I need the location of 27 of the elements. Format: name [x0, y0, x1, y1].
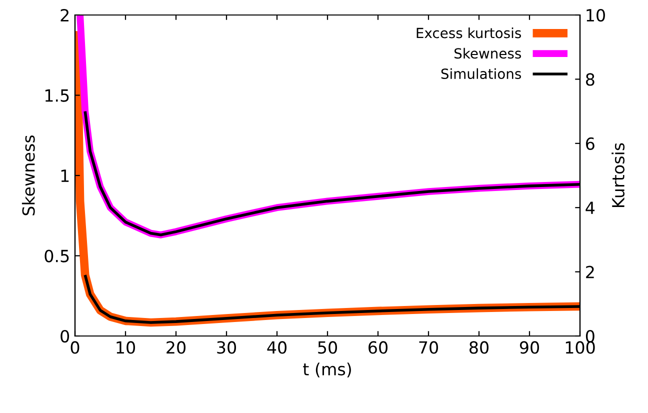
y2-tick-label: 2	[586, 266, 594, 278]
y-tick-label: 1.5	[45, 89, 69, 102]
x-tick-label: 20	[166, 341, 186, 354]
x-tick-label: 0	[70, 341, 80, 354]
legend-label: Skewness	[454, 48, 521, 59]
y-axis-title: Skewness	[22, 135, 35, 216]
x-tick-label: 40	[267, 341, 286, 354]
x-tick-label: 10	[116, 341, 135, 354]
x-tick-label: 50	[318, 341, 337, 354]
y-tick-label: 0	[60, 330, 70, 343]
y2-tick-label: 10	[586, 8, 605, 22]
y2-tick-label: 4	[586, 202, 595, 214]
y2-tick-label: 8	[586, 73, 594, 86]
x-tick-label: 70	[419, 341, 438, 354]
x-tick-label: 60	[368, 341, 388, 354]
legend-label: Excess kurtosis	[416, 28, 521, 38]
y-tick-label: 0.5	[44, 250, 69, 262]
y-tick-label: 1	[61, 170, 69, 182]
x-tick-label: 90	[520, 341, 539, 354]
x-tick-label: 80	[470, 341, 488, 354]
y2-tick-label: 6	[586, 137, 594, 150]
legend-label: Simulations	[441, 68, 521, 80]
x-tick-label: 30	[217, 341, 236, 354]
x-axis-title: t (ms)	[303, 362, 351, 378]
y2-axis-title: Kurtosis	[612, 143, 625, 207]
x-tick-label: 100	[566, 341, 595, 354]
y-tick-label: 2	[60, 8, 68, 22]
